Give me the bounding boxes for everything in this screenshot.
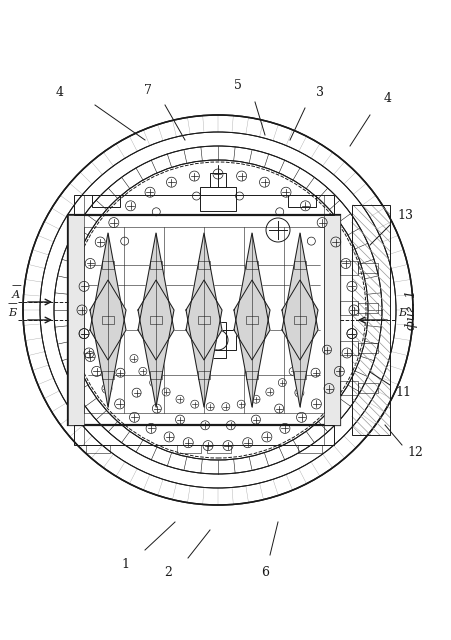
Bar: [351, 205, 389, 435]
Bar: [293, 261, 305, 269]
Bar: [86, 445, 110, 453]
Polygon shape: [281, 280, 318, 407]
Text: 2: 2: [164, 566, 171, 579]
Polygon shape: [138, 233, 174, 360]
Bar: [245, 316, 258, 324]
Polygon shape: [281, 233, 318, 360]
Bar: [339, 301, 357, 315]
Bar: [102, 371, 114, 379]
Text: 1: 1: [121, 559, 129, 572]
Bar: [198, 261, 210, 269]
Bar: [293, 316, 305, 324]
Polygon shape: [186, 280, 221, 407]
Bar: [150, 371, 161, 379]
Text: 13: 13: [396, 209, 412, 221]
Bar: [150, 316, 161, 324]
Bar: [199, 187, 235, 211]
Text: —: —: [12, 280, 22, 290]
Bar: [198, 371, 210, 379]
Text: 4: 4: [383, 92, 391, 104]
Text: 3: 3: [315, 86, 323, 99]
Bar: [323, 215, 339, 425]
Text: 11: 11: [394, 385, 410, 399]
Text: 7: 7: [144, 83, 152, 97]
Bar: [357, 263, 377, 273]
Bar: [198, 316, 210, 324]
Bar: [293, 371, 305, 379]
Polygon shape: [186, 233, 221, 360]
Bar: [207, 445, 230, 453]
Bar: [199, 330, 235, 350]
Bar: [210, 322, 226, 358]
Text: 6: 6: [260, 566, 268, 579]
Text: фиг. 1: фиг. 1: [405, 290, 418, 330]
Bar: [339, 381, 357, 395]
Polygon shape: [90, 233, 126, 360]
Text: 4: 4: [56, 86, 64, 99]
Bar: [210, 173, 226, 187]
Bar: [357, 343, 377, 353]
Bar: [68, 215, 339, 425]
Text: 5: 5: [234, 79, 241, 92]
Text: 12: 12: [406, 445, 422, 458]
Bar: [245, 371, 258, 379]
Bar: [177, 445, 201, 453]
Polygon shape: [90, 280, 126, 407]
Bar: [339, 261, 357, 275]
Text: Б: Б: [397, 308, 405, 318]
Polygon shape: [138, 280, 174, 407]
Text: Б: Б: [8, 308, 16, 318]
Bar: [357, 383, 377, 393]
Bar: [74, 425, 333, 445]
Bar: [102, 261, 114, 269]
Bar: [102, 316, 114, 324]
Bar: [68, 215, 84, 425]
Polygon shape: [234, 280, 269, 407]
Polygon shape: [234, 233, 269, 360]
Bar: [339, 341, 357, 355]
Text: —: —: [8, 298, 18, 308]
Bar: [357, 303, 377, 313]
Text: А: А: [12, 290, 20, 300]
Bar: [150, 261, 161, 269]
Bar: [74, 195, 333, 215]
Bar: [297, 445, 321, 453]
Bar: [245, 261, 258, 269]
Bar: [287, 195, 315, 207]
Bar: [92, 195, 120, 207]
